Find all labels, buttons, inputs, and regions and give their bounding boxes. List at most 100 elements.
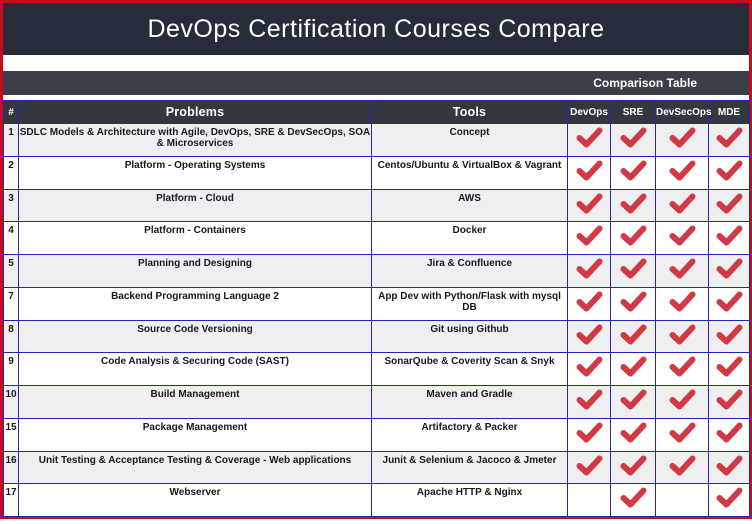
check-icon	[716, 193, 742, 213]
table-row: 10 Build Management Maven and Gradle	[3, 385, 750, 419]
spacer	[3, 55, 749, 71]
check-icon	[669, 389, 695, 410]
problem-cell: Platform - Operating Systems	[18, 155, 372, 190]
table-row: 1 SDLC Models & Architecture with Agile, …	[3, 123, 750, 157]
check-icon	[716, 389, 742, 410]
check-cell-devops	[567, 450, 611, 485]
column-header-mde: MDE	[708, 100, 750, 124]
check-icon	[576, 291, 602, 312]
check-cell-sre	[610, 254, 656, 288]
check-icon	[576, 127, 602, 148]
check-icon	[620, 291, 646, 312]
row-number-cell: 17	[3, 483, 19, 517]
check-icon	[669, 258, 695, 279]
check-icon	[669, 324, 695, 344]
check-icon	[576, 160, 602, 181]
check-icon	[620, 356, 646, 377]
check-cell-mde	[708, 123, 750, 157]
spacer	[3, 95, 749, 100]
check-cell-devsecops	[655, 450, 709, 485]
check-cell-mde	[708, 450, 750, 485]
check-cell-mde	[708, 155, 750, 190]
table-row: 16 Unit Testing & Acceptance Testing & Co…	[3, 450, 750, 485]
check-icon	[669, 193, 695, 213]
check-icon	[669, 356, 695, 377]
row-number-cell: 16	[3, 450, 19, 485]
check-cell-sre	[610, 352, 656, 386]
comparison-table-label: Comparison Table	[593, 76, 697, 90]
problem-cell: Planning and Designing	[18, 254, 372, 288]
title-bar: DevOps Certification Courses Compare	[3, 3, 749, 55]
check-cell-devops	[567, 385, 611, 419]
check-cell-sre	[610, 319, 656, 354]
tool-cell: Apache HTTP & Nginx	[371, 483, 568, 517]
page-title: DevOps Certification Courses Compare	[147, 14, 605, 43]
check-icon	[669, 291, 695, 312]
check-cell-devsecops	[655, 123, 709, 157]
check-cell-devsecops	[655, 352, 709, 386]
check-icon	[716, 455, 742, 475]
check-cell-mde	[708, 483, 750, 517]
column-header-sre: SRE	[610, 100, 656, 124]
check-icon	[716, 127, 742, 148]
check-icon	[669, 160, 695, 181]
tool-cell: Docker	[371, 221, 568, 255]
check-icon	[620, 324, 646, 344]
check-cell-sre	[610, 385, 656, 419]
tool-cell: Concept	[371, 123, 568, 157]
check-icon	[620, 258, 646, 279]
check-icon	[576, 324, 602, 344]
check-cell-mde	[708, 221, 750, 255]
comparison-table-bar: Comparison Table	[3, 71, 749, 95]
row-number-cell: 2	[3, 155, 19, 190]
check-cell-sre	[610, 155, 656, 190]
problem-cell: Build Management	[18, 385, 372, 419]
check-icon	[620, 455, 646, 475]
check-cell-devops	[567, 123, 611, 157]
check-icon	[576, 225, 602, 246]
check-cell-devsecops	[655, 221, 709, 255]
check-icon	[576, 356, 602, 377]
table-row: 4 Platform - Containers Docker	[3, 221, 750, 255]
check-cell-sre	[610, 450, 656, 485]
row-number-cell: 3	[3, 188, 19, 223]
problem-cell: Platform - Cloud	[18, 188, 372, 223]
tool-cell: Jira & Confluence	[371, 254, 568, 288]
problem-cell: Source Code Versioning	[18, 319, 372, 354]
table-row: 7 Backend Programming Language 2 App Dev w…	[3, 286, 750, 321]
problem-cell: Package Management	[18, 417, 372, 452]
problem-cell: Code Analysis & Securing Code (SAST)	[18, 352, 372, 386]
column-header-devops: DevOps	[567, 100, 611, 124]
check-cell-mde	[708, 385, 750, 419]
table-body: 1 SDLC Models & Architecture with Agile, …	[3, 123, 750, 517]
check-cell-devops	[567, 319, 611, 354]
tool-cell: Git using Github	[371, 319, 568, 354]
check-icon	[620, 160, 646, 181]
check-icon	[669, 225, 695, 246]
check-cell-devops	[567, 155, 611, 190]
check-icon	[620, 225, 646, 246]
row-number-cell: 5	[3, 254, 19, 288]
check-icon	[669, 422, 695, 443]
check-icon	[669, 455, 695, 475]
check-cell-sre	[610, 188, 656, 223]
check-cell-devsecops	[655, 319, 709, 354]
check-icon	[716, 225, 742, 246]
check-cell-mde	[708, 254, 750, 288]
check-cell-devsecops	[655, 385, 709, 419]
check-cell-devsecops	[655, 254, 709, 288]
tool-cell: Maven and Gradle	[371, 385, 568, 419]
table-row: 9 Code Analysis & Securing Code (SAST) Son…	[3, 352, 750, 386]
check-cell-devsecops	[655, 155, 709, 190]
comparison-table: # Problems Tools DevOps SRE DevSecOps MD…	[3, 100, 750, 517]
check-cell-mde	[708, 352, 750, 386]
check-icon	[716, 258, 742, 279]
check-icon	[716, 324, 742, 344]
check-cell-devops	[567, 188, 611, 223]
table-row: 3 Platform - Cloud AWS	[3, 188, 750, 223]
tool-cell: SonarQube & Coverity Scan & Snyk	[371, 352, 568, 386]
check-cell-mde	[708, 417, 750, 452]
row-number-cell: 8	[3, 319, 19, 354]
tool-cell: Centos/Ubuntu & VirtualBox & Vagrant	[371, 155, 568, 190]
